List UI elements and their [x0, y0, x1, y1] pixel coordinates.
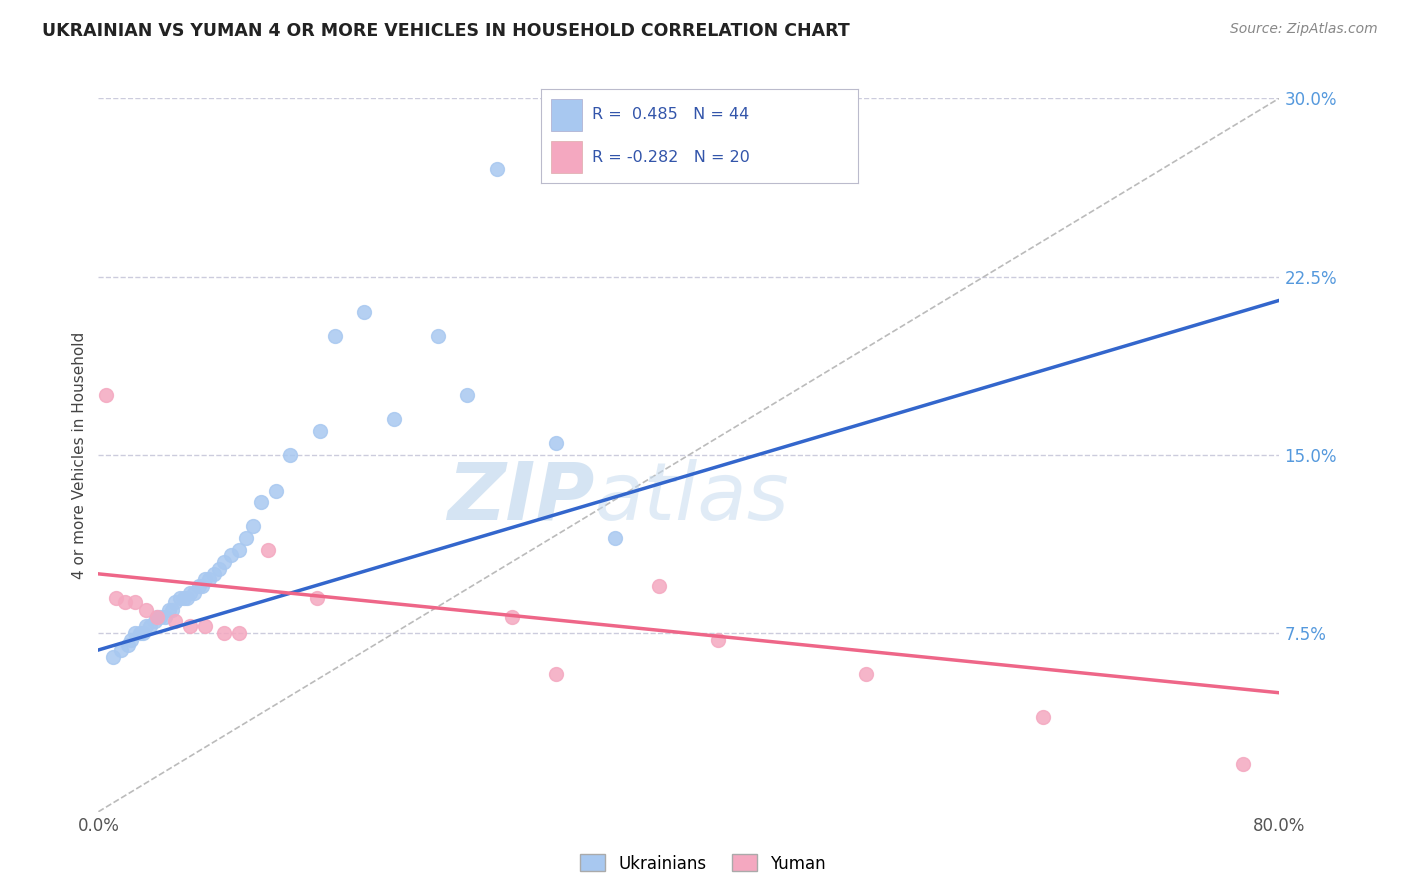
Point [228, 543, 250, 558]
Point [544, 436, 567, 450]
Point [202, 566, 225, 581]
Point [146, 609, 169, 624]
Point [1032, 709, 1054, 723]
Bar [551, 141, 582, 173]
Point [305, 591, 328, 605]
Point [855, 666, 877, 681]
Point [228, 626, 250, 640]
Point [157, 602, 180, 616]
Point [309, 424, 332, 438]
Point [278, 448, 302, 462]
Bar [551, 98, 582, 131]
Text: Source: ZipAtlas.com: Source: ZipAtlas.com [1230, 22, 1378, 37]
Point [648, 579, 671, 593]
Point [94, 388, 117, 402]
Point [219, 548, 242, 562]
Point [179, 619, 201, 633]
Point [179, 586, 201, 600]
Point [114, 595, 136, 609]
Point [382, 412, 405, 426]
Point [143, 615, 166, 629]
Point [257, 543, 280, 558]
Point [235, 531, 257, 545]
Text: ZIP: ZIP [447, 458, 595, 537]
Point [173, 591, 195, 605]
Point [194, 572, 217, 586]
Point [250, 495, 273, 509]
Y-axis label: 4 or more Vehicles in Household: 4 or more Vehicles in Household [72, 331, 87, 579]
Point [110, 643, 132, 657]
Point [176, 591, 198, 605]
Point [427, 329, 450, 343]
Point [135, 602, 157, 616]
Point [183, 586, 205, 600]
Point [323, 329, 346, 343]
Point [191, 579, 214, 593]
Point [208, 562, 231, 576]
Point [162, 602, 183, 616]
Point [120, 633, 142, 648]
Point [105, 591, 128, 605]
Text: UKRAINIAN VS YUMAN 4 OR MORE VEHICLES IN HOUSEHOLD CORRELATION CHART: UKRAINIAN VS YUMAN 4 OR MORE VEHICLES IN… [42, 22, 851, 40]
Point [456, 388, 478, 402]
Point [242, 519, 264, 533]
Point [139, 619, 162, 633]
Point [544, 666, 567, 681]
Point [124, 626, 146, 640]
Point [146, 609, 169, 624]
Point [128, 626, 150, 640]
Point [132, 626, 155, 640]
Text: atlas: atlas [595, 458, 789, 537]
Point [103, 650, 125, 665]
Point [486, 162, 509, 177]
Point [165, 595, 187, 609]
Point [198, 572, 221, 586]
Point [169, 591, 191, 605]
Point [187, 579, 209, 593]
Text: R =  0.485   N = 44: R = 0.485 N = 44 [592, 107, 749, 122]
Point [153, 609, 176, 624]
Point [117, 638, 139, 652]
Point [501, 609, 523, 624]
Point [212, 555, 235, 569]
Point [353, 305, 375, 319]
Point [165, 615, 187, 629]
Point [135, 619, 157, 633]
Text: R = -0.282   N = 20: R = -0.282 N = 20 [592, 150, 749, 165]
Point [124, 595, 146, 609]
Point [707, 633, 730, 648]
Point [264, 483, 287, 498]
Point [194, 619, 217, 633]
Point [1232, 757, 1254, 772]
Point [212, 626, 235, 640]
Point [149, 609, 172, 624]
Point [605, 531, 627, 545]
Legend: Ukrainians, Yuman: Ukrainians, Yuman [574, 847, 832, 880]
